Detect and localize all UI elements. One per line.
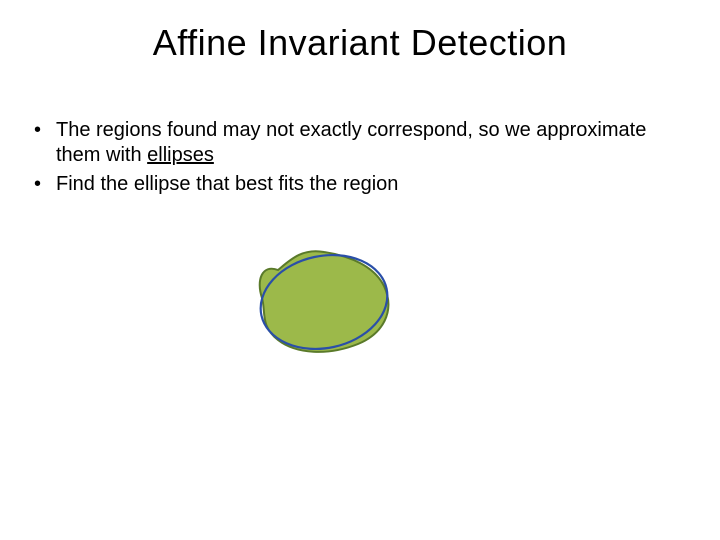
figure-svg — [232, 230, 422, 370]
list-item: The regions found may not exactly corres… — [34, 118, 666, 168]
blob-shape-icon — [260, 251, 389, 352]
page-title: Affine Invariant Detection — [0, 22, 720, 64]
blob-ellipse-figure — [232, 230, 422, 370]
bullet-text-before: The regions found may not exactly corres… — [56, 119, 646, 166]
slide: Affine Invariant Detection The regions f… — [0, 0, 720, 540]
bullet-text-underlined: ellipses — [147, 144, 214, 166]
bullet-text-before: Find the ellipse that best fits the regi… — [56, 173, 398, 195]
bullet-list: The regions found may not exactly corres… — [34, 118, 666, 197]
list-item: Find the ellipse that best fits the regi… — [34, 172, 666, 197]
body-text: The regions found may not exactly corres… — [34, 118, 666, 201]
